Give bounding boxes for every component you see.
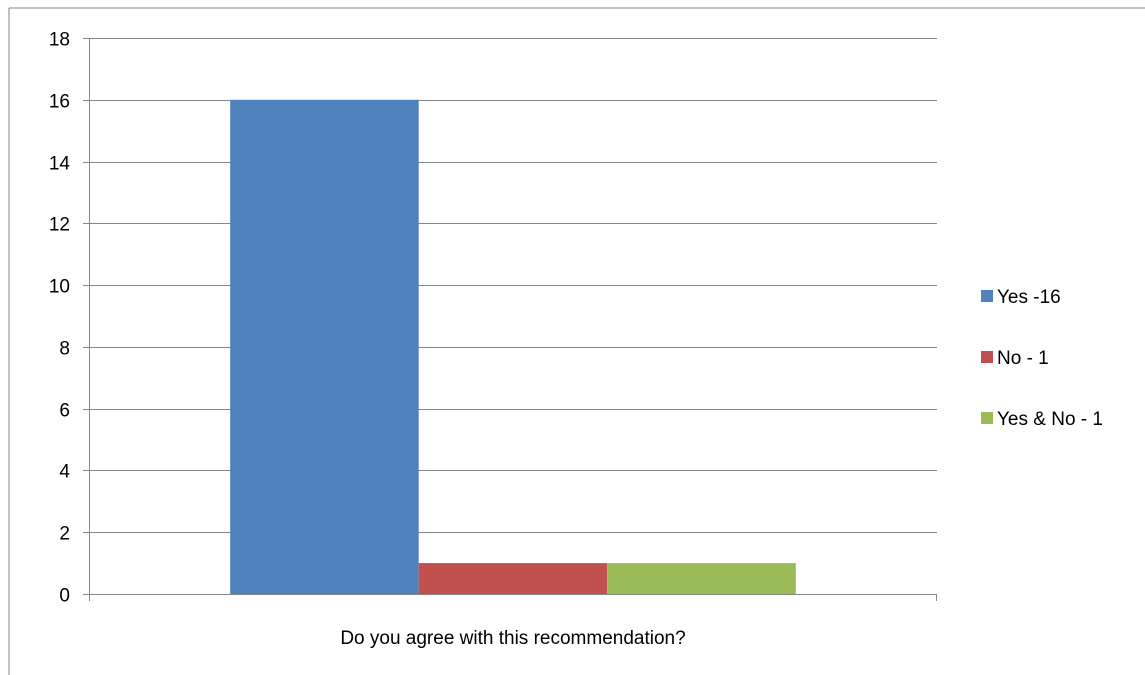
y-tick-label: 4	[59, 462, 70, 483]
legend-swatch	[981, 290, 993, 302]
bar-1	[418, 563, 608, 594]
legend-swatch	[981, 351, 993, 363]
bar-0	[230, 99, 419, 595]
y-tick-label: 18	[49, 30, 70, 51]
legend: Yes -16 No - 1 Yes & No - 1	[981, 287, 1103, 430]
legend-label: No - 1	[997, 348, 1049, 369]
y-tick-label: 2	[59, 524, 70, 545]
legend-swatch	[981, 412, 993, 424]
gridlines	[89, 38, 937, 533]
legend-label: Yes & No - 1	[997, 409, 1103, 430]
y-tick-label: 10	[49, 277, 70, 298]
y-tick-label: 0	[59, 586, 70, 607]
bars	[230, 99, 796, 595]
y-tick-label: 14	[49, 154, 71, 175]
y-tick-label: 8	[59, 339, 70, 360]
axes	[83, 38, 937, 601]
y-tick-labels: 0 2 4 6 8 10 12 14 16 18	[49, 30, 71, 607]
legend-label: Yes -16	[997, 287, 1061, 308]
x-axis-title: Do you agree with this recommendation?	[340, 628, 685, 649]
y-tick-label: 12	[49, 215, 70, 236]
y-tick-label: 16	[49, 92, 70, 113]
y-tick-label: 6	[59, 401, 70, 422]
bar-2	[607, 563, 796, 594]
